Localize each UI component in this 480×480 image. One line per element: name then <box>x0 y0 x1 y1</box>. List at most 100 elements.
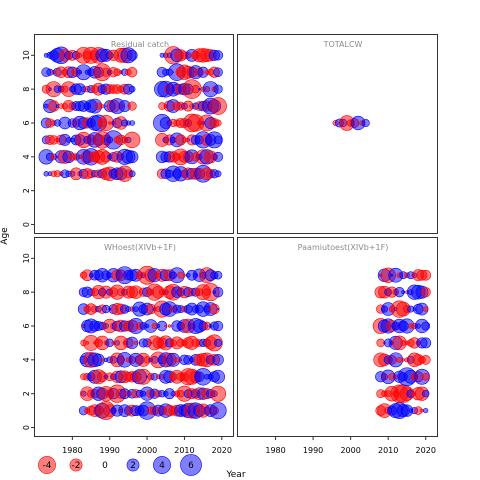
y-tick-label: 4 <box>22 154 31 159</box>
panel-frame-residual-catch <box>34 34 234 234</box>
bubble <box>420 269 432 281</box>
bubble <box>123 131 141 149</box>
bubble <box>217 308 219 310</box>
legend-bubble <box>126 458 140 472</box>
bubble <box>420 408 424 413</box>
y-tick-label: 2 <box>22 188 31 193</box>
x-tick-label: 1990 <box>303 446 323 455</box>
bubble <box>421 372 430 381</box>
bubble <box>127 101 137 111</box>
bubble <box>209 402 227 420</box>
panel-frame-paamiutoest <box>237 237 438 437</box>
bubble <box>128 170 136 178</box>
bubble <box>361 118 370 128</box>
y-tick-label: 10 <box>22 253 31 263</box>
bubble <box>211 369 226 384</box>
bubble <box>181 137 188 143</box>
bubble <box>423 408 429 414</box>
y-tick-label: 10 <box>22 50 31 60</box>
bubble <box>421 321 431 331</box>
y-tick-label: 6 <box>22 120 31 125</box>
bubble <box>423 306 429 312</box>
legend-bubble <box>180 454 202 476</box>
bubble <box>100 358 104 362</box>
panel-bubbles-1 <box>332 115 370 131</box>
bubble <box>401 358 405 362</box>
x-tick-label: 1980 <box>62 446 82 455</box>
legend-label: -4 <box>43 461 52 471</box>
x-tick-label: 2020 <box>212 446 232 455</box>
y-tick-label: 0 <box>22 222 31 227</box>
x-tick-label: 2000 <box>340 446 360 455</box>
bubble <box>100 104 105 109</box>
bubble <box>212 286 224 298</box>
bubble <box>129 120 135 126</box>
bubble <box>128 85 136 93</box>
bubble <box>126 336 139 350</box>
bubble <box>422 390 430 398</box>
bubble <box>212 50 224 61</box>
legend-label: 6 <box>188 461 194 471</box>
panel-bubbles-0 <box>38 46 227 183</box>
bubble <box>108 121 112 125</box>
bubble <box>126 67 138 78</box>
bubble <box>167 324 172 328</box>
y-axis-title: Age <box>0 227 10 245</box>
y-tick-label: 2 <box>22 391 31 396</box>
bubble <box>177 271 185 279</box>
bubble <box>212 320 224 332</box>
legend-bubble <box>153 456 171 474</box>
legend-label: 2 <box>130 461 136 471</box>
legend-bubble <box>38 456 56 474</box>
panel-frame-totalcw <box>237 34 438 234</box>
x-tick-label: 1980 <box>265 446 285 455</box>
panel-bubbles-2 <box>77 265 227 420</box>
legend: -4 -2 0 2 4 6 <box>38 454 202 476</box>
bubble <box>401 290 406 295</box>
bubble <box>210 385 227 402</box>
legend-label: 0 <box>102 461 108 471</box>
panel-title-totalcw: TOTALCW <box>323 40 363 49</box>
legend-label: -2 <box>72 461 81 471</box>
bubble <box>126 49 138 61</box>
bubble <box>420 287 431 298</box>
bubble <box>183 273 186 277</box>
bubble <box>151 323 158 329</box>
bubble <box>212 354 224 366</box>
panel-bubbles-3 <box>372 267 432 419</box>
x-tick-label: 2020 <box>416 446 436 455</box>
bubble <box>213 271 223 280</box>
panel-title-whoest: WHoest(XIVb+1F) <box>104 243 176 252</box>
panel-title-paamiutoest: Paamiutoest(XIVb+1F) <box>298 243 389 252</box>
bubble <box>420 354 431 365</box>
bubble <box>214 338 223 347</box>
bubble <box>213 67 223 78</box>
bubble <box>420 337 432 349</box>
bubble <box>198 87 201 91</box>
legend-label: 4 <box>159 461 165 471</box>
bubble <box>214 119 222 127</box>
y-tick-label: 8 <box>22 290 31 295</box>
y-tick-label: 8 <box>22 87 31 92</box>
bubble <box>55 104 60 108</box>
bubble <box>213 84 223 94</box>
bubble <box>213 135 223 145</box>
bubble <box>174 357 180 363</box>
x-tick-label: 2000 <box>137 446 157 455</box>
bubble <box>213 151 224 162</box>
bubble <box>214 170 222 178</box>
x-tick-label: 1990 <box>100 446 120 455</box>
y-tick-label: 4 <box>22 357 31 362</box>
x-axis-title: Year <box>225 470 245 480</box>
bubble <box>164 324 168 328</box>
bubble-layer <box>38 46 432 420</box>
legend-bubble <box>69 458 83 472</box>
y-tick-label: 6 <box>22 323 31 328</box>
axes-layer: 0 2 4 6 8 10 0 2 4 6 8 10 1980 1990 2000 2010 2020 1980 19… <box>22 50 436 455</box>
bubble <box>209 97 227 115</box>
x-tick-label: 2010 <box>378 446 398 455</box>
x-tick-label: 2010 <box>174 446 194 455</box>
panel-title-residual-catch: Residual catch <box>111 40 169 49</box>
y-tick-label: 0 <box>22 425 31 430</box>
